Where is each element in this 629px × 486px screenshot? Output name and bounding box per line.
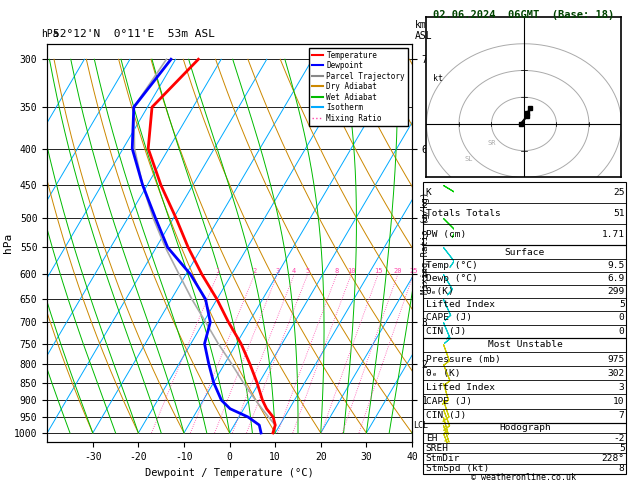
Text: Pressure (mb): Pressure (mb) bbox=[426, 354, 501, 364]
Text: SREH: SREH bbox=[426, 444, 449, 453]
Text: 0: 0 bbox=[619, 313, 625, 323]
Text: CAPE (J): CAPE (J) bbox=[426, 313, 472, 323]
Text: 1.71: 1.71 bbox=[601, 230, 625, 240]
Text: 15: 15 bbox=[374, 268, 382, 275]
Text: EH: EH bbox=[426, 434, 437, 443]
Text: Most Unstable: Most Unstable bbox=[487, 340, 562, 349]
Text: StmDir: StmDir bbox=[426, 454, 460, 463]
Text: K: K bbox=[426, 188, 431, 197]
Text: CAPE (J): CAPE (J) bbox=[426, 397, 472, 406]
Text: 2: 2 bbox=[252, 268, 257, 275]
Text: km
ASL: km ASL bbox=[415, 20, 433, 41]
Text: 20: 20 bbox=[394, 268, 402, 275]
Text: 299: 299 bbox=[608, 287, 625, 296]
Text: 8: 8 bbox=[335, 268, 339, 275]
Text: 3: 3 bbox=[276, 268, 279, 275]
Text: 10: 10 bbox=[347, 268, 355, 275]
Text: 5: 5 bbox=[619, 300, 625, 309]
Text: 975: 975 bbox=[608, 354, 625, 364]
Text: 8: 8 bbox=[619, 464, 625, 473]
Text: 4: 4 bbox=[292, 268, 296, 275]
Text: SL: SL bbox=[464, 156, 473, 162]
Text: PW (cm): PW (cm) bbox=[426, 230, 466, 240]
Text: StmSpd (kt): StmSpd (kt) bbox=[426, 464, 489, 473]
Text: 5: 5 bbox=[306, 268, 309, 275]
Text: 302: 302 bbox=[608, 369, 625, 378]
Text: 10: 10 bbox=[613, 397, 625, 406]
Text: θₑ (K): θₑ (K) bbox=[426, 369, 460, 378]
Text: Mixing Ratio (g/kg): Mixing Ratio (g/kg) bbox=[421, 192, 430, 294]
Text: 25: 25 bbox=[409, 268, 418, 275]
Text: -2: -2 bbox=[613, 434, 625, 443]
Text: θₑ(K): θₑ(K) bbox=[426, 287, 455, 296]
Text: 3: 3 bbox=[619, 383, 625, 392]
Text: Lifted Index: Lifted Index bbox=[426, 383, 495, 392]
Text: Totals Totals: Totals Totals bbox=[426, 209, 501, 218]
Y-axis label: hPa: hPa bbox=[3, 233, 13, 253]
Text: 7: 7 bbox=[619, 411, 625, 420]
Text: 228°: 228° bbox=[601, 454, 625, 463]
Text: kt: kt bbox=[433, 74, 443, 83]
Text: 6.9: 6.9 bbox=[608, 274, 625, 283]
Text: SR: SR bbox=[487, 140, 496, 146]
Text: 9.5: 9.5 bbox=[608, 260, 625, 270]
Text: 51: 51 bbox=[613, 209, 625, 218]
Text: Dewp (°C): Dewp (°C) bbox=[426, 274, 477, 283]
Text: 02.06.2024  06GMT  (Base: 18): 02.06.2024 06GMT (Base: 18) bbox=[433, 10, 615, 20]
Text: 52°12'N  0°11'E  53m ASL: 52°12'N 0°11'E 53m ASL bbox=[53, 29, 216, 39]
Text: hPa: hPa bbox=[41, 29, 58, 39]
Text: CIN (J): CIN (J) bbox=[426, 411, 466, 420]
Legend: Temperature, Dewpoint, Parcel Trajectory, Dry Adiabat, Wet Adiabat, Isotherm, Mi: Temperature, Dewpoint, Parcel Trajectory… bbox=[309, 48, 408, 126]
Text: Hodograph: Hodograph bbox=[499, 423, 551, 433]
Text: 5: 5 bbox=[619, 444, 625, 453]
Text: CIN (J): CIN (J) bbox=[426, 327, 466, 336]
Text: 0: 0 bbox=[619, 327, 625, 336]
Text: 25: 25 bbox=[613, 188, 625, 197]
Text: Lifted Index: Lifted Index bbox=[426, 300, 495, 309]
Text: 1: 1 bbox=[216, 268, 220, 275]
Text: Surface: Surface bbox=[505, 247, 545, 257]
Text: Temp (°C): Temp (°C) bbox=[426, 260, 477, 270]
Text: LCL: LCL bbox=[413, 420, 428, 430]
X-axis label: Dewpoint / Temperature (°C): Dewpoint / Temperature (°C) bbox=[145, 468, 314, 478]
Text: © weatheronline.co.uk: © weatheronline.co.uk bbox=[472, 473, 576, 482]
